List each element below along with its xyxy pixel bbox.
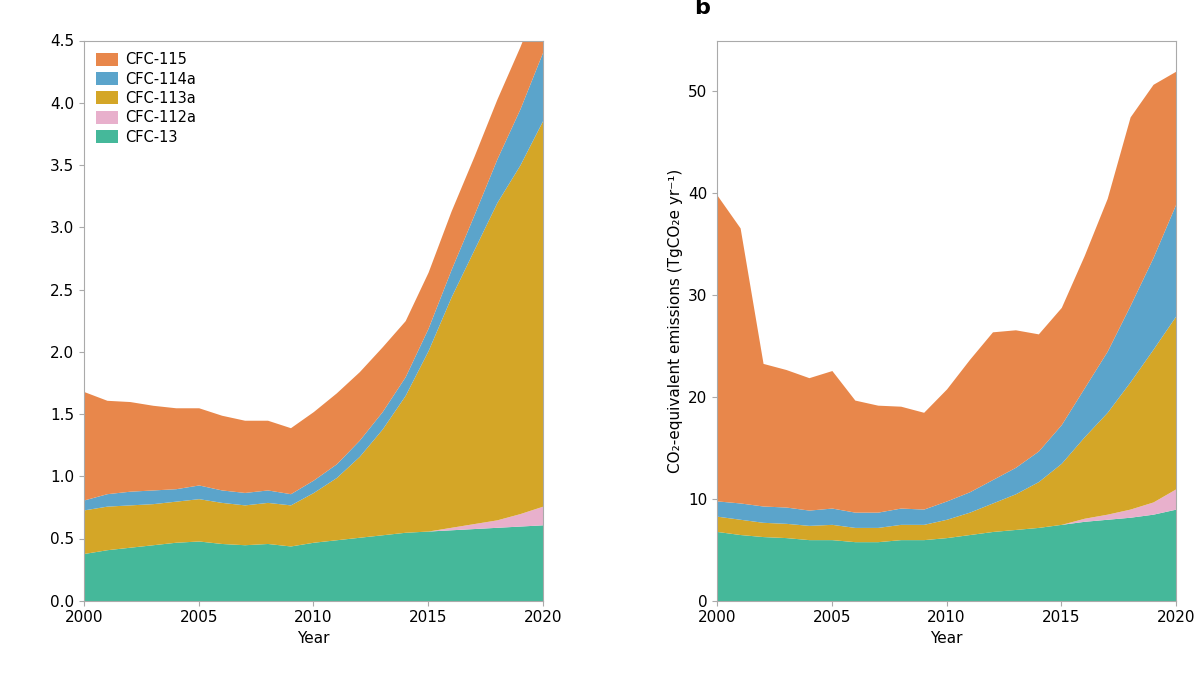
X-axis label: Year: Year <box>298 631 330 646</box>
Y-axis label: CO₂-equivalent emissions (TgCO₂e yr⁻¹): CO₂-equivalent emissions (TgCO₂e yr⁻¹) <box>667 169 683 472</box>
Text: b: b <box>695 0 710 18</box>
Legend: CFC-115, CFC-114a, CFC-113a, CFC-112a, CFC-13: CFC-115, CFC-114a, CFC-113a, CFC-112a, C… <box>91 48 200 149</box>
X-axis label: Year: Year <box>930 631 962 646</box>
